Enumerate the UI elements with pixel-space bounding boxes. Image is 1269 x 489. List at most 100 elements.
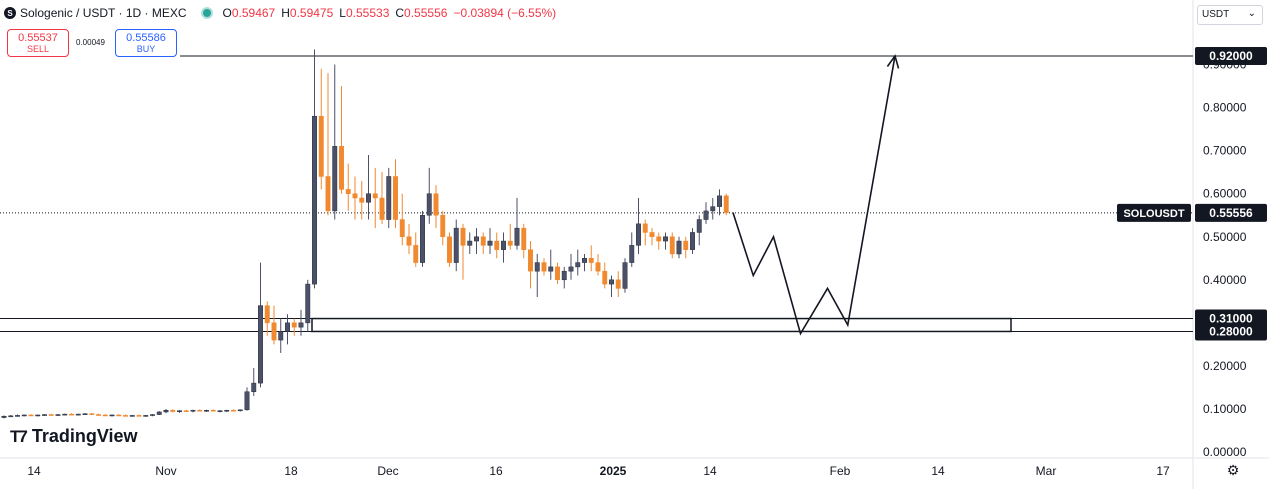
candle-body: [285, 322, 290, 332]
candle: [487, 228, 493, 254]
candle: [325, 73, 331, 216]
candle-body: [433, 193, 439, 216]
candle-body: [82, 413, 88, 415]
candle-body: [359, 197, 365, 203]
candle: [102, 414, 108, 417]
buy-button[interactable]: 0.55586 BUY: [115, 29, 177, 57]
symbol-title[interactable]: Sologenic / USDT · 1D · MEXC: [20, 6, 187, 20]
candle: [636, 198, 641, 254]
candle: [642, 219, 648, 246]
price-label-box: [1195, 203, 1267, 222]
candle-body: [366, 193, 371, 203]
candle: [156, 411, 162, 415]
candle-body: [615, 279, 621, 289]
candle-body: [521, 227, 527, 250]
candle: [541, 258, 547, 276]
candle: [696, 215, 702, 246]
candle-body: [690, 232, 695, 250]
candle-body: [528, 249, 533, 272]
candle-body: [55, 414, 61, 416]
candle-body: [28, 414, 34, 417]
candle: [170, 409, 176, 413]
symbol-label-box: [1117, 203, 1191, 222]
settings-gear-icon[interactable]: ⚙: [1226, 462, 1240, 478]
candle-body: [102, 414, 108, 417]
currency-select[interactable]: USDT ⌄: [1197, 5, 1263, 25]
candle: [717, 189, 722, 216]
candle-body: [710, 206, 716, 212]
candle: [690, 228, 695, 254]
price-label: 0.55556: [1209, 206, 1253, 220]
candle-body: [258, 305, 263, 384]
ohlc-values: O0.59467 H0.59475 L0.55533 C0.55556 −0.03894…: [223, 6, 563, 20]
candle: [21, 414, 27, 417]
candle-body: [251, 382, 257, 392]
x-tick-label: Dec: [377, 464, 398, 478]
candle-body: [696, 219, 702, 233]
candle: [406, 223, 412, 254]
candle: [15, 414, 20, 417]
candle-body: [595, 262, 601, 272]
candle-body: [325, 176, 331, 212]
candle-body: [89, 413, 95, 415]
candle-body: [609, 279, 614, 285]
candle: [35, 414, 41, 417]
candle-body: [42, 414, 47, 416]
candle: [150, 414, 155, 417]
candle-body: [1, 416, 7, 418]
y-tick-label: 0.60000: [1203, 187, 1247, 201]
candle-body: [372, 193, 378, 199]
candle: [467, 232, 473, 254]
candle: [244, 387, 250, 411]
candle: [197, 409, 203, 412]
candle: [514, 198, 520, 250]
buy-label: BUY: [136, 44, 156, 54]
candle-body: [204, 409, 209, 412]
candle-body: [21, 414, 27, 417]
candle: [453, 219, 459, 272]
sologenic-logo-icon: S: [4, 7, 16, 19]
candle: [494, 232, 500, 259]
ohlc-value: 0.55556: [404, 6, 448, 20]
candle-body: [399, 219, 405, 237]
spread-value: 0.00049: [76, 38, 105, 47]
x-tick-label: Nov: [155, 464, 176, 478]
candle: [224, 409, 230, 412]
x-tick-label: 14: [931, 464, 945, 478]
candle: [534, 253, 540, 298]
candle-body: [460, 227, 466, 246]
candle-body: [190, 409, 196, 412]
candle: [663, 232, 668, 250]
candle-body: [156, 411, 162, 415]
candle-body: [541, 262, 547, 272]
candle: [237, 409, 243, 412]
price-label: 0.31000: [1209, 312, 1253, 326]
tradingview-mark-icon: T7: [10, 426, 28, 446]
candle: [339, 86, 344, 194]
y-tick-label: 0.20000: [1203, 359, 1247, 373]
candle-body: [453, 227, 459, 263]
candle: [676, 236, 682, 259]
sell-price: 0.55537: [18, 32, 58, 44]
candle-body: [305, 283, 311, 324]
buy-price: 0.55586: [126, 32, 166, 44]
candle-body: [717, 195, 722, 207]
sell-button[interactable]: 0.55537 SELL: [7, 29, 69, 57]
candle-body: [588, 258, 594, 263]
candle: [420, 210, 425, 267]
candle: [8, 414, 14, 418]
candle: [69, 413, 74, 416]
candle-body: [177, 410, 182, 412]
candle-body: [420, 214, 425, 263]
ohlc-key: O: [222, 6, 232, 20]
candle-body: [494, 240, 500, 250]
candle: [258, 262, 263, 388]
candle-body: [116, 414, 122, 417]
candle-body: [8, 415, 14, 418]
market-status-icon: [202, 9, 211, 17]
chart-header: S Sologenic / USDT · 1D · MEXC O0.59467 H…: [4, 6, 562, 20]
candle: [1, 415, 7, 419]
candle: [305, 279, 311, 332]
